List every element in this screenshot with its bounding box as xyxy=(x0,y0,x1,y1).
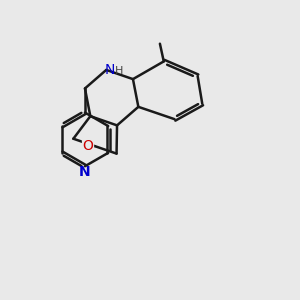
Text: O: O xyxy=(82,139,94,153)
Text: N: N xyxy=(105,63,115,77)
Text: N: N xyxy=(79,165,91,179)
Text: H: H xyxy=(114,66,123,76)
